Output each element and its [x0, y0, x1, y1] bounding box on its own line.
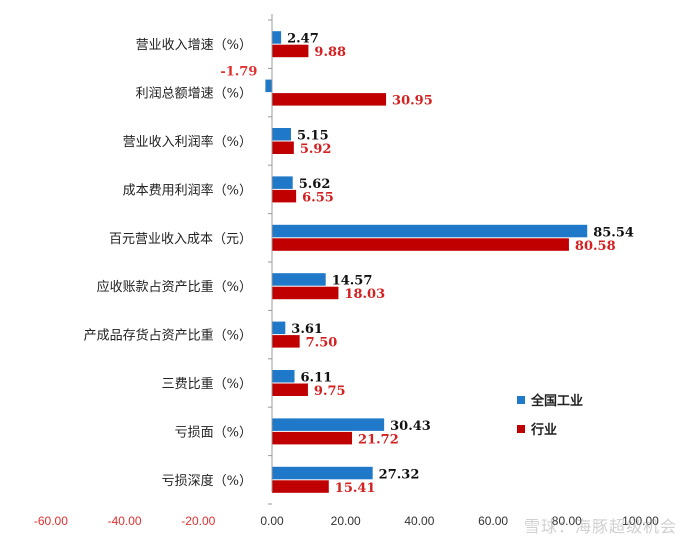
- category-label: 应收账款占资产比重（%）: [97, 279, 252, 295]
- data-label: 5.92: [300, 142, 332, 157]
- data-label: 80.58: [575, 239, 616, 254]
- x-tick-label: 0.00: [260, 514, 284, 528]
- bar-industry: [272, 383, 308, 396]
- category-label: 成本费用利润率（%）: [123, 182, 252, 198]
- legend-label: 行业: [530, 422, 557, 438]
- data-label: 2.47: [287, 32, 319, 47]
- x-tick-label: 20.00: [331, 514, 361, 528]
- x-tick-label: 80.00: [552, 514, 582, 528]
- bar-industry: [272, 238, 569, 251]
- data-label: 18.03: [344, 287, 385, 302]
- data-label: 14.57: [332, 274, 373, 289]
- data-label: 9.75: [314, 384, 346, 399]
- legend-swatch: [517, 425, 525, 433]
- x-tick-label: 40.00: [404, 514, 434, 528]
- category-label: 百元营业收入成本（元）: [109, 232, 252, 247]
- axis: [268, 14, 273, 505]
- bar-national: [265, 79, 272, 93]
- data-label: 30.43: [390, 419, 431, 434]
- x-tick-label: -60.00: [34, 514, 68, 528]
- bar-industry: [272, 431, 353, 445]
- data-label: 85.54: [593, 225, 634, 240]
- watermark: 雪球：海豚超级机会: [523, 517, 677, 536]
- bar-industry: [272, 44, 309, 58]
- bar-industry: [272, 335, 300, 348]
- data-label: 27.32: [379, 467, 420, 482]
- x-tick-label: 60.00: [478, 514, 508, 528]
- data-label: 7.50: [306, 336, 338, 351]
- bar-industry: [272, 141, 294, 154]
- value-labels: 2.479.88 -1.79 30.95 5.155.92 5.626.55 85.548…: [220, 32, 634, 496]
- bar-national: [272, 370, 295, 383]
- category-label: 利润总额增速（%）: [136, 87, 252, 102]
- category-label: 营业收入增速（%）: [136, 38, 252, 53]
- x-tick-label: 100.00: [622, 514, 659, 528]
- legend-swatch: [517, 396, 525, 404]
- bar-industry: [272, 93, 387, 106]
- category-label: 产成品存货占资产比重（%）: [84, 328, 252, 344]
- data-label: 6.11: [301, 371, 333, 386]
- bar-national: [272, 31, 282, 44]
- bar-industry: [272, 480, 329, 493]
- legend-label: 全国工业: [530, 393, 583, 409]
- data-label: 30.95: [392, 94, 433, 109]
- bar-national: [272, 128, 291, 141]
- data-label: 9.88: [314, 45, 346, 60]
- data-label: 5.15: [297, 129, 329, 144]
- x-tick-label: -20.00: [181, 514, 215, 528]
- data-label: 6.55: [302, 190, 334, 205]
- category-label: 亏损面（%）: [175, 425, 252, 440]
- category-labels: 营业收入增速（%） 利润总额增速（%） 营业收入利润率（%） 成本费用利润率（%） 百元…: [84, 38, 252, 489]
- bar-national: [272, 321, 286, 335]
- bar-national: [272, 224, 588, 238]
- bar-national: [272, 418, 385, 431]
- x-tick-label: -40.00: [108, 514, 142, 528]
- data-label: 15.41: [335, 481, 376, 496]
- category-label: 亏损深度（%）: [162, 473, 252, 489]
- data-label: -1.79: [220, 65, 257, 80]
- bar-industry: [272, 189, 297, 203]
- category-label: 营业收入利润率（%）: [123, 134, 252, 150]
- bar-national: [272, 273, 326, 286]
- data-label: 3.61: [291, 322, 323, 337]
- bar-national: [272, 176, 293, 189]
- x-tick-labels: -60.00 -40.00 -20.00 0.00 20.00 40.00 60.00 80.…: [34, 514, 659, 528]
- bars: [265, 31, 588, 493]
- data-label: 21.72: [358, 432, 399, 447]
- category-label: 三费比重（%）: [162, 376, 252, 392]
- bar-industry: [272, 286, 339, 300]
- data-label: 5.62: [299, 177, 331, 192]
- bar-national: [272, 466, 373, 480]
